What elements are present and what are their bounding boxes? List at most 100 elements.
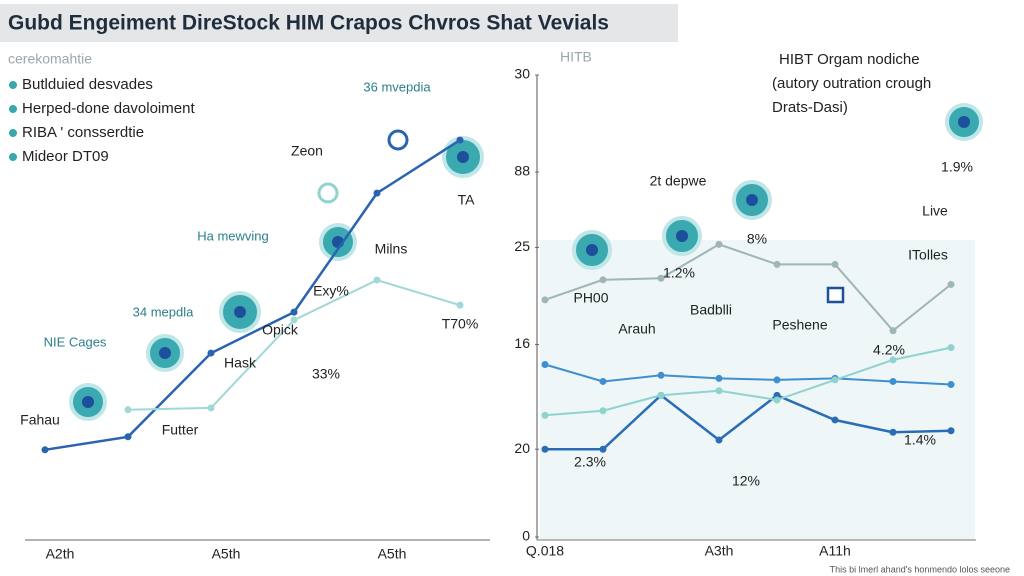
legend-dot — [9, 105, 17, 113]
point — [599, 407, 607, 415]
title-bar — [0, 4, 678, 42]
legend-label: RIBA ' consserdtie — [22, 124, 144, 141]
point — [41, 446, 49, 454]
annotation: 2t depwe — [650, 173, 707, 189]
point — [290, 308, 298, 316]
y-tick-label: 20 — [514, 440, 530, 456]
point — [290, 316, 298, 324]
point — [373, 189, 381, 197]
point — [541, 411, 549, 419]
legend-label: Mideor DT09 — [22, 148, 109, 165]
plot-shade — [540, 240, 975, 540]
badge-core — [234, 306, 246, 318]
annotation: Peshene — [772, 317, 827, 333]
y-tick-label: 88 — [514, 163, 530, 179]
annotation: TA — [458, 192, 476, 208]
point — [715, 240, 723, 248]
x-tick-label: A5th — [212, 546, 241, 562]
point — [657, 391, 665, 399]
series-line — [44, 139, 461, 452]
legend-dot — [9, 81, 17, 89]
point — [947, 381, 955, 389]
annotation: Opick — [262, 322, 299, 338]
point — [124, 406, 132, 414]
point — [207, 349, 215, 357]
badge-core — [586, 244, 598, 256]
x-tick-label: A3th — [705, 543, 734, 559]
y-tick-label: 25 — [514, 238, 530, 254]
point — [831, 260, 839, 268]
y-tick-label: 30 — [514, 66, 530, 82]
axis-label: HITB — [560, 49, 592, 65]
annotation: Hask — [224, 355, 257, 371]
series-line — [545, 393, 952, 451]
point — [657, 371, 665, 379]
marker-square — [826, 286, 845, 304]
chart-title: Gubd Engeiment DireStock HIM Crapos Chvr… — [8, 12, 609, 35]
annotation: 2.3% — [574, 454, 606, 470]
point — [715, 387, 723, 395]
point — [541, 445, 549, 453]
point — [541, 296, 549, 304]
badges — [69, 103, 983, 421]
badge-core — [82, 396, 94, 408]
annotation: Zeon — [291, 143, 323, 159]
point — [889, 356, 897, 364]
point — [947, 344, 955, 352]
annotation: 36 mvepdia — [363, 79, 431, 94]
annotation: 34 mepdla — [133, 304, 194, 319]
point — [715, 374, 723, 382]
series-line — [544, 363, 952, 386]
annotation: 12% — [732, 473, 760, 489]
subtitle: cerekomahtie — [8, 51, 92, 67]
annotation: Futter — [162, 422, 199, 438]
annotation: Milns — [375, 241, 408, 257]
series-line — [544, 243, 952, 332]
point — [773, 396, 781, 404]
point — [831, 416, 839, 424]
point — [599, 276, 607, 284]
x-tick-label: A2th — [46, 546, 75, 562]
point — [773, 260, 781, 268]
point — [456, 301, 464, 309]
legend-dot — [9, 129, 17, 137]
x-tick-label: Q.018 — [526, 543, 564, 559]
point — [889, 377, 897, 385]
annotation: Ha mewving — [197, 228, 269, 243]
marker-ring — [317, 182, 339, 204]
point — [657, 274, 665, 282]
point — [715, 436, 723, 444]
point — [947, 280, 955, 288]
annotation: PH00 — [573, 290, 608, 306]
point — [207, 404, 215, 412]
point — [831, 376, 839, 384]
point — [599, 445, 607, 453]
annotation: 1.9% — [941, 159, 973, 175]
badge-core — [676, 230, 688, 242]
point — [456, 136, 464, 144]
y-tick-label: 0 — [522, 528, 530, 544]
point — [947, 427, 955, 435]
marker-ring — [387, 129, 409, 151]
annotation: 33% — [312, 366, 340, 382]
point — [373, 276, 381, 284]
point — [599, 377, 607, 385]
series-line — [544, 346, 952, 417]
badge-core — [159, 347, 171, 359]
annotation: NIE Cages — [44, 334, 107, 349]
note: HIBT Orgam nodiche — [779, 51, 920, 68]
x-tick-label: A5th — [378, 546, 407, 562]
point — [124, 433, 132, 441]
note: (autory outration crough — [772, 75, 931, 92]
badge-core — [746, 194, 758, 206]
annotation: Arauh — [618, 321, 655, 337]
annotation: 4.2% — [873, 342, 905, 358]
badge-core — [958, 116, 970, 128]
legend-label: Butlduied desvades — [22, 76, 153, 93]
footer: This bi lmerl ahand's honmendo lolos see… — [830, 564, 1010, 574]
point — [889, 327, 897, 335]
annotation: Live — [922, 203, 948, 219]
legend-label: Herped-done davoloiment — [22, 100, 195, 117]
annotation: T70% — [442, 316, 479, 332]
